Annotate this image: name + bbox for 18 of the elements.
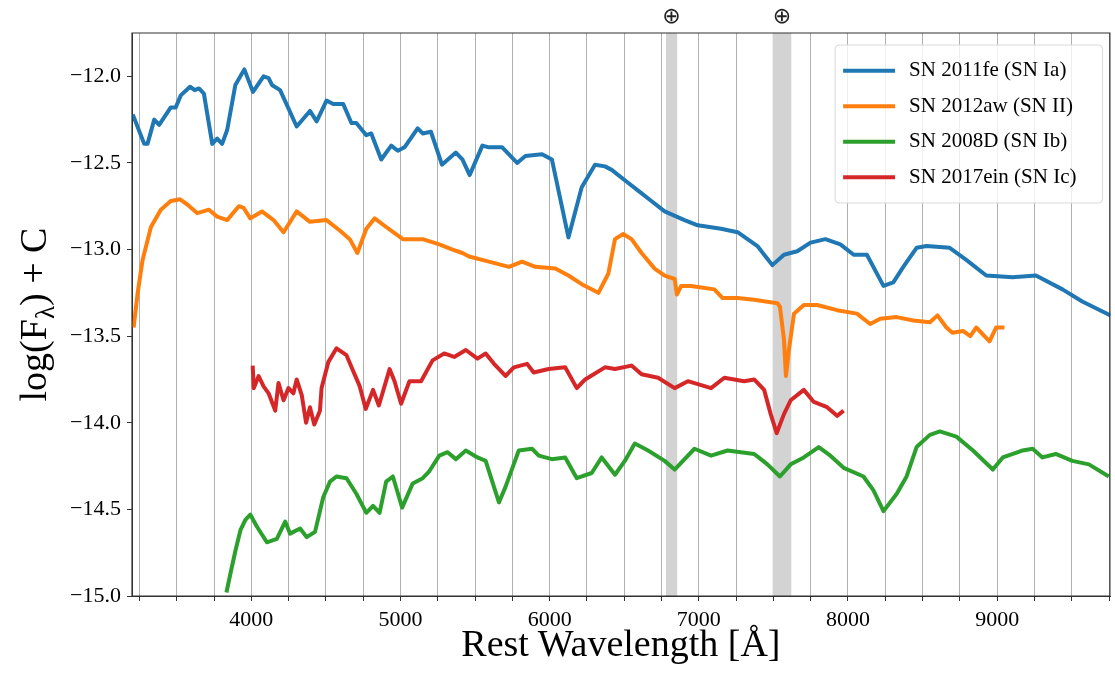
y-tick-label: −15.0 xyxy=(70,581,121,607)
y-tick-label: −14.0 xyxy=(70,408,121,434)
x-tick-label: 9000 xyxy=(975,605,1020,631)
y-tick-label: −12.0 xyxy=(70,62,121,88)
legend-label: SN 2011fe (SN Ia) xyxy=(909,57,1067,82)
legend-label: SN 2017ein (SN Ic) xyxy=(909,163,1077,188)
y-tick-label: −13.5 xyxy=(70,321,121,347)
band-label: ⊕ xyxy=(662,2,681,28)
x-tick-label: 4000 xyxy=(229,605,274,631)
legend-label: SN 2012aw (SN II) xyxy=(909,92,1073,117)
legend-label: SN 2008D (SN Ib) xyxy=(909,128,1068,153)
band-label: ⊕ xyxy=(772,2,792,28)
y-axis-title: log(Fλ) + C xyxy=(11,227,61,402)
x-tick-label: 5000 xyxy=(378,605,423,631)
y-tick-label: −14.5 xyxy=(70,495,121,521)
x-tick-label: 8000 xyxy=(825,605,870,631)
y-tick-label: −12.5 xyxy=(70,148,121,174)
y-tick-label: −13.0 xyxy=(70,235,121,261)
